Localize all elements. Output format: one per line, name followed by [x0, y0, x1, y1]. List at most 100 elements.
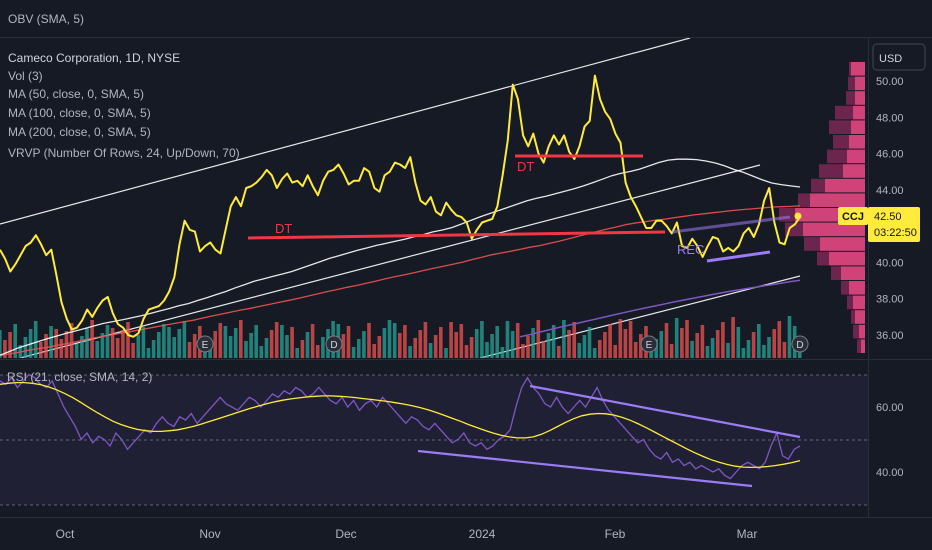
volume-bar	[218, 323, 223, 358]
currency-button[interactable]	[872, 43, 926, 71]
legend-ma100[interactable]: MA (100, close, 0, SMA, 5)	[8, 106, 151, 120]
vrvp-up-row	[820, 237, 865, 251]
volume-bar	[772, 329, 776, 358]
volume-bar	[341, 334, 346, 358]
rsi-ma-line[interactable]	[0, 381, 801, 469]
vrvp-down-row	[846, 91, 855, 105]
volume-bar	[351, 347, 356, 358]
vrvp-up-row	[847, 149, 865, 164]
volume-bar	[551, 325, 556, 358]
ma50-line[interactable]	[0, 158, 801, 356]
rsi-line[interactable]	[0, 373, 801, 480]
legend-vrvp[interactable]: VRVP (Number Of Rows, 24, Up/Down, 70)	[8, 146, 240, 160]
volume-bar	[105, 325, 110, 358]
vrvp-down-row	[841, 281, 849, 295]
moving-averages	[0, 158, 801, 356]
legend-volume[interactable]: Vol (3)	[8, 69, 43, 83]
price-tick-label: 44.00	[876, 185, 904, 197]
volume-bar	[567, 330, 571, 358]
ma200-line[interactable]	[519, 279, 801, 338]
vrvp-down-row	[831, 266, 841, 280]
volume-bar	[126, 322, 130, 358]
volume-bar	[444, 348, 448, 358]
trend-channel[interactable]	[0, 38, 801, 358]
legend-title[interactable]: Cameco Corporation, 1D, NYSE	[8, 51, 180, 65]
price-pane[interactable]: E D E D DT DT REC	[0, 38, 865, 358]
support-line[interactable]	[247, 230, 666, 240]
volume-bar	[767, 337, 771, 358]
vrvp-down-row	[811, 178, 825, 193]
price-line[interactable]	[0, 74, 801, 338]
volume-bar	[372, 344, 376, 358]
volume-bar	[23, 337, 28, 358]
vrvp-down-row	[835, 105, 853, 120]
time-tick-label: Mar	[737, 527, 758, 541]
vrvp-up-row	[855, 76, 865, 91]
vrvp-up-row	[855, 310, 865, 324]
volume-bar	[367, 323, 371, 358]
vrvp-up-row	[859, 324, 865, 339]
event-marker[interactable]	[325, 335, 343, 353]
vrvp-up-row	[851, 120, 865, 134]
vrvp-up-row	[829, 251, 865, 266]
last-price-badge[interactable]	[868, 207, 920, 242]
volume-bar	[418, 330, 423, 358]
ticker-badge[interactable]	[838, 207, 868, 225]
volume-bar	[213, 331, 217, 358]
volume-bar	[572, 322, 576, 358]
rectangle-bottom-line[interactable]	[706, 250, 771, 263]
event-marker[interactable]	[791, 335, 809, 353]
ma100-line[interactable]	[0, 205, 801, 356]
rsi-axis-ticks[interactable]: 60.00 40.00	[876, 402, 904, 479]
rsi-lower-trendline[interactable]	[417, 449, 753, 488]
vrvp-up-row	[851, 62, 865, 76]
volume-bar	[659, 331, 664, 358]
volume-bar	[664, 323, 669, 358]
vrvp-down-row	[829, 120, 851, 134]
volume-bar	[577, 343, 582, 358]
volume-bar	[110, 328, 115, 358]
event-marker[interactable]	[640, 335, 658, 353]
volume-bar	[526, 336, 530, 358]
legend-ma50[interactable]: MA (50, close, 0, SMA, 5)	[8, 87, 144, 101]
channel-middle-line[interactable]	[19, 164, 761, 358]
rectangle-top-line[interactable]	[671, 215, 791, 234]
volume-bar	[49, 326, 53, 358]
volume-bar	[233, 328, 238, 358]
volume-bar	[172, 337, 176, 358]
volume-bar	[187, 342, 192, 358]
time-tick-label: Feb	[605, 527, 626, 541]
volume-profile	[779, 62, 865, 353]
volume-bar	[285, 335, 289, 358]
legend-ma200[interactable]: MA (200, close, 0, SMA, 5)	[8, 125, 151, 139]
volume-bar	[244, 341, 248, 358]
rsi-header: RSI (21, close, SMA, 14, 2)	[7, 370, 152, 384]
dt-label-2: DT	[517, 159, 534, 174]
volume-bar	[121, 330, 125, 358]
volume-bar	[746, 340, 751, 358]
volume-bar	[423, 322, 428, 358]
volume-bar	[557, 346, 561, 358]
volume-bar	[228, 336, 233, 358]
volume-bar	[608, 324, 612, 358]
time-axis-ticks[interactable]: Oct Nov Dec 2024 Feb Mar	[56, 527, 758, 541]
channel-upper-line[interactable]	[0, 38, 691, 225]
volume-bar	[13, 324, 17, 358]
volume-bar	[700, 325, 705, 358]
rsi-upper-trendline[interactable]	[529, 384, 801, 439]
vrvp-down-row	[833, 135, 849, 149]
volume-bar	[439, 327, 443, 358]
rsi-tick-label: 60.00	[876, 402, 904, 414]
volume-bar	[167, 327, 171, 358]
volume-bar	[69, 323, 74, 358]
event-marker[interactable]	[196, 335, 214, 353]
volume-bar	[710, 338, 715, 358]
rsi-tick-label: 40.00	[876, 467, 904, 479]
volume-bar	[515, 323, 520, 358]
vrvp-down-row	[827, 149, 847, 164]
rsi-pane[interactable]	[0, 373, 868, 506]
volume-bar	[403, 325, 407, 358]
volume-bar	[264, 338, 269, 358]
last-price-dot	[794, 212, 802, 220]
volume-bar	[223, 326, 228, 358]
